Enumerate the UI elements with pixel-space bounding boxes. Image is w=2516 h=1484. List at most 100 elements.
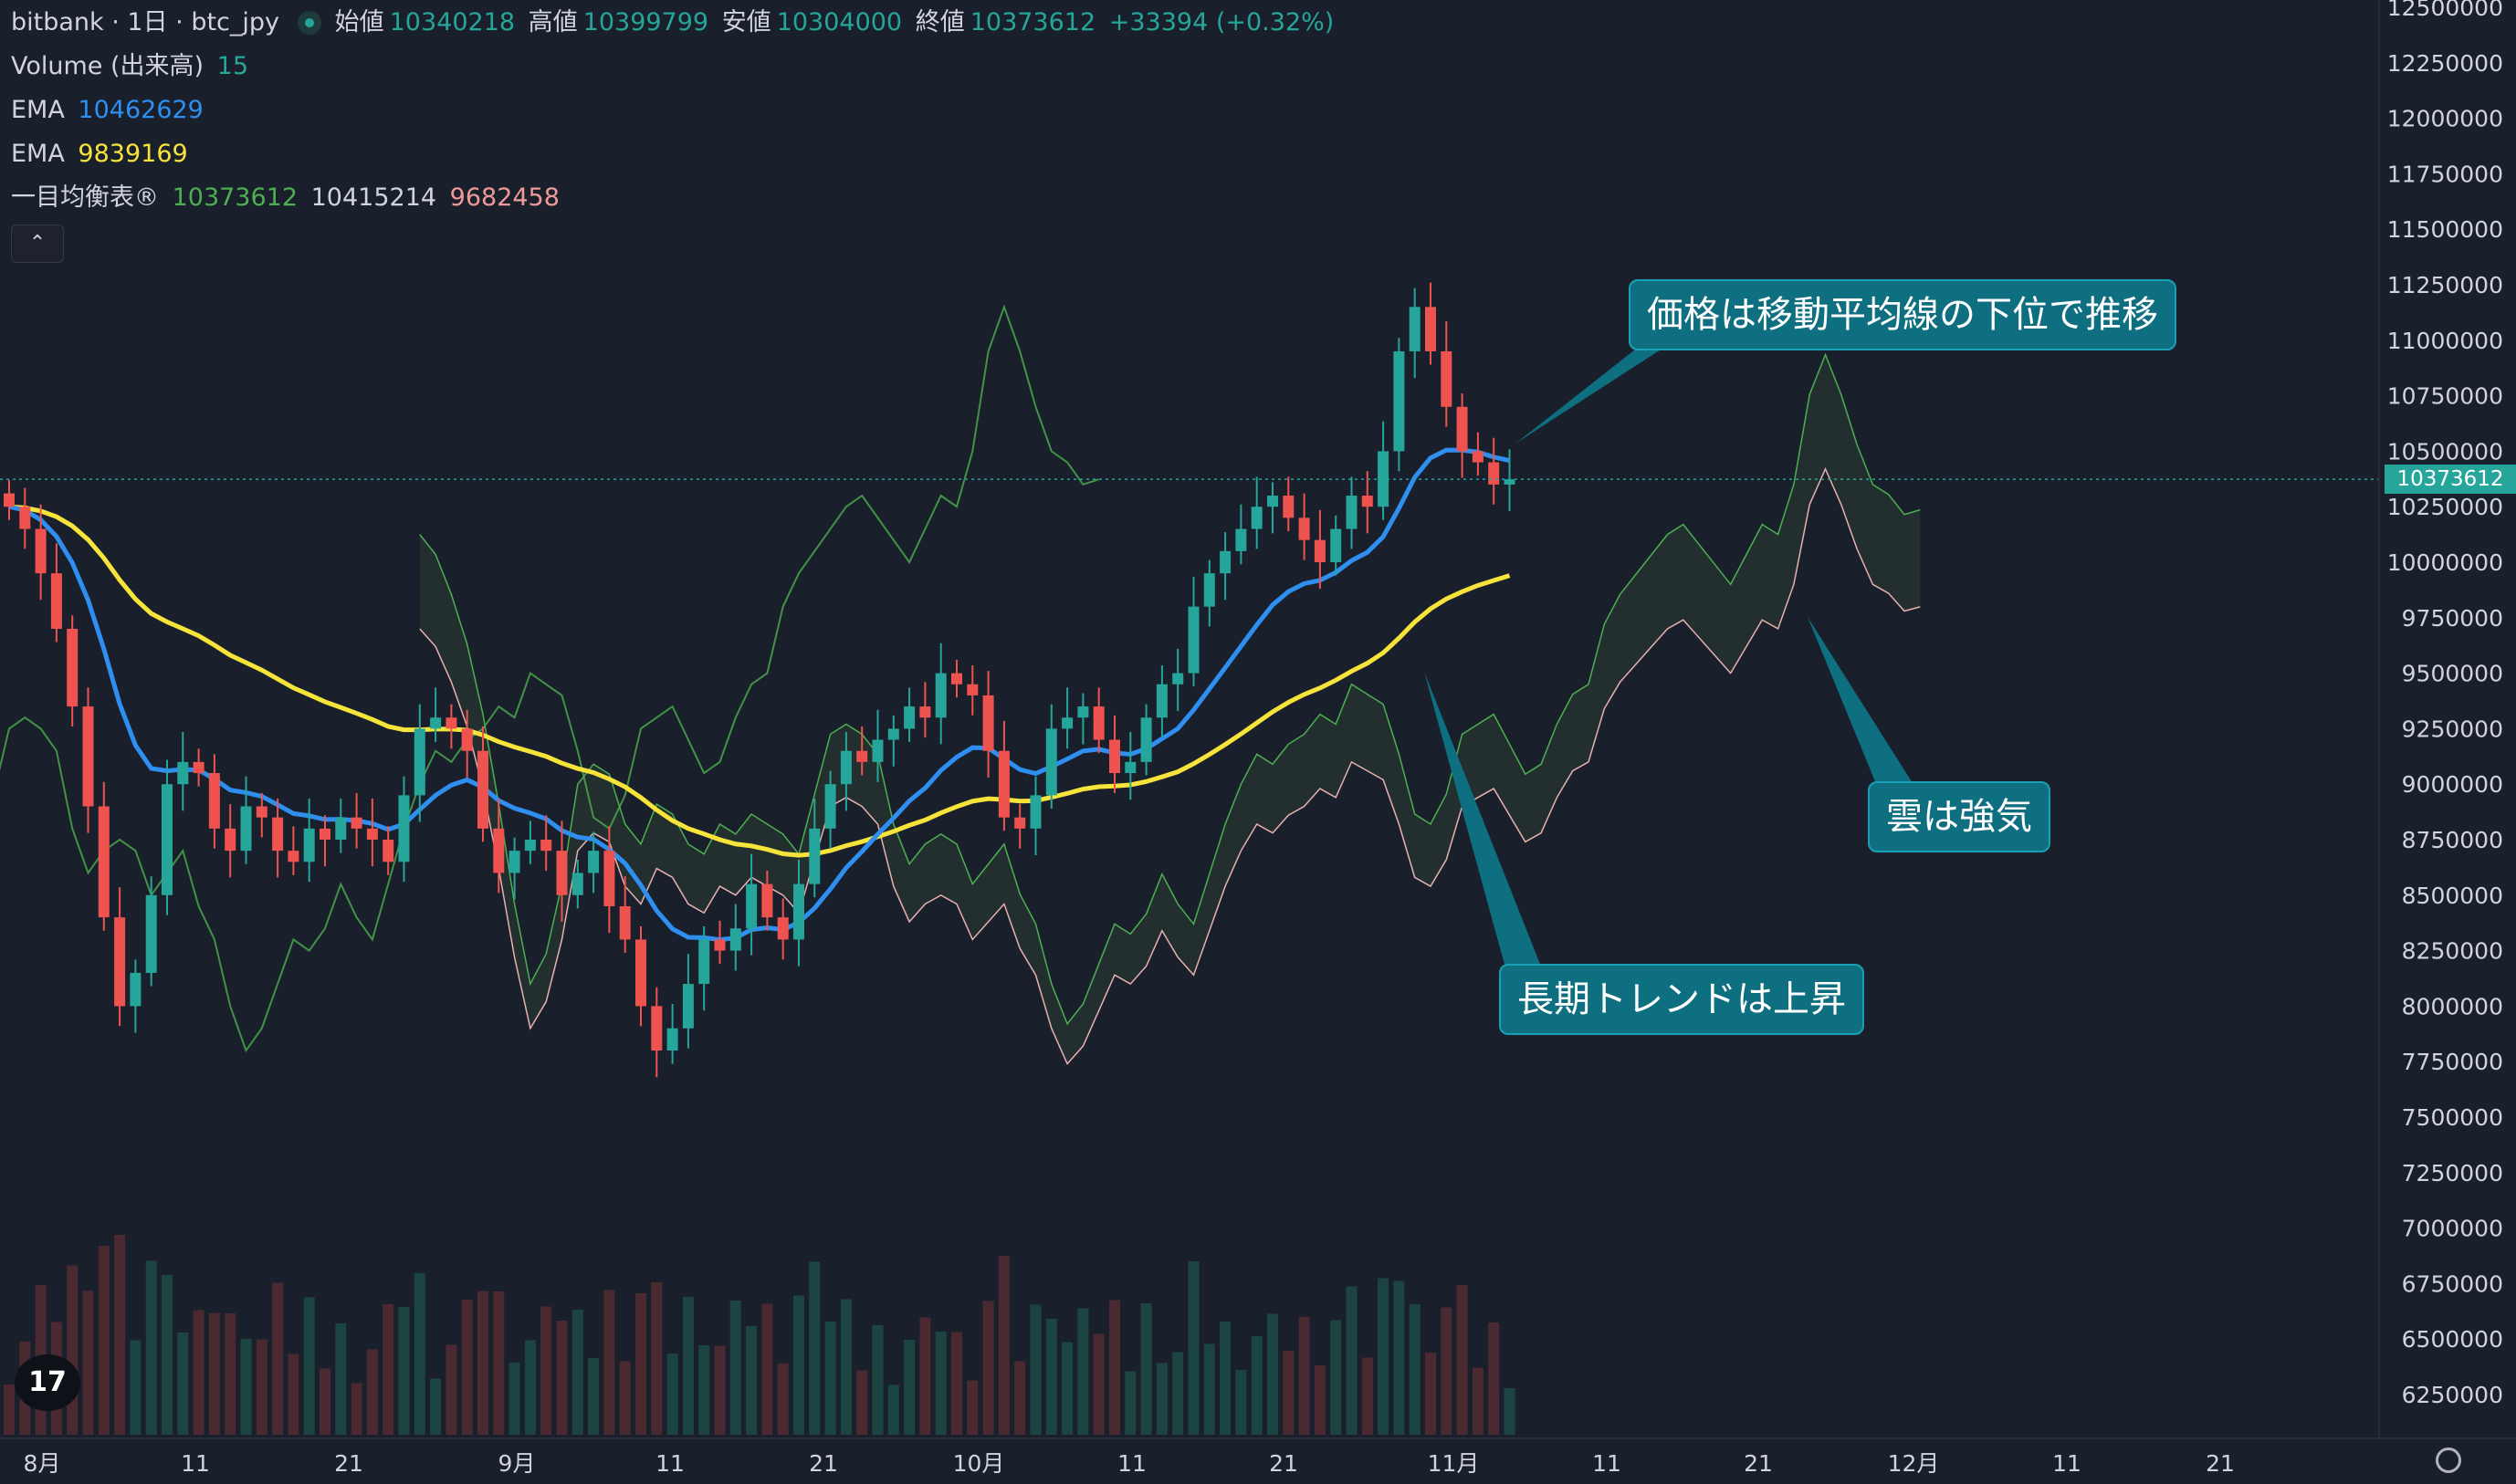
callout-pointer-price: [1515, 343, 1671, 444]
candle-body: [666, 1028, 678, 1051]
volume-bar: [1456, 1285, 1468, 1435]
volume-bar: [1030, 1304, 1042, 1435]
x-tick-label: 21: [1269, 1450, 1298, 1477]
candle-body: [1203, 573, 1215, 607]
market-status-icon: [298, 11, 322, 35]
x-tick-label: 11: [655, 1450, 685, 1477]
volume-bar: [746, 1326, 758, 1435]
ichimoku-value-3: 9682458: [449, 183, 560, 212]
volume-bar: [1504, 1388, 1515, 1435]
candle-body: [603, 851, 615, 906]
open-label: 始値: [334, 8, 384, 37]
symbol-title[interactable]: bitbank · 1日 · btc_jpy: [11, 8, 280, 37]
y-tick-label: 10500000: [2387, 438, 2503, 465]
volume-bar: [335, 1323, 347, 1435]
gear-icon[interactable]: [2436, 1447, 2461, 1473]
volume-bar: [682, 1297, 694, 1435]
volume-bar: [4, 1385, 15, 1435]
candle-body: [793, 883, 804, 940]
candle-body: [682, 984, 694, 1029]
candle-body: [366, 828, 378, 840]
y-tick-label: 12000000: [2387, 106, 2503, 132]
y-tick-label: 11250000: [2387, 272, 2503, 298]
x-tick-label: 12月: [1888, 1450, 1940, 1477]
candle-body: [588, 851, 600, 873]
candle-body: [1030, 795, 1042, 829]
volume-bar: [398, 1307, 410, 1435]
volume-bar: [951, 1332, 962, 1435]
volume-bar: [366, 1349, 378, 1435]
candle-body: [904, 706, 916, 729]
y-tick-label: 7250000: [2402, 1160, 2503, 1186]
candle-body: [1283, 496, 1295, 518]
volume-bar: [1251, 1336, 1263, 1435]
volume-bar: [430, 1378, 442, 1435]
ema-slow-legend[interactable]: EMA 9839169: [11, 139, 194, 170]
volume-bar: [303, 1297, 315, 1435]
volume-bar: [1409, 1304, 1420, 1435]
candle-body: [1330, 528, 1342, 562]
candle-body: [919, 706, 931, 718]
candle-body: [761, 883, 773, 918]
low-value: 10304000: [776, 8, 903, 37]
candle-body: [1188, 606, 1200, 674]
candle-body: [4, 493, 15, 507]
y-tick-label: 12250000: [2387, 50, 2503, 77]
volume-bar: [809, 1261, 821, 1435]
volume-value: 15: [216, 52, 249, 80]
candle-body: [1441, 350, 1452, 407]
chevron-up-icon[interactable]: ⌃: [11, 225, 64, 263]
candle-body: [114, 917, 126, 1007]
candle-body: [67, 628, 79, 707]
candle-body: [1267, 496, 1278, 507]
ichimoku-span-a: [419, 352, 1921, 1026]
y-tick-label: 6750000: [2402, 1270, 2503, 1297]
volume-bar: [571, 1310, 583, 1435]
volume-bar: [162, 1275, 173, 1435]
candle-body: [1220, 550, 1232, 574]
x-tick-label: 11: [1592, 1450, 1621, 1477]
volume-bar: [824, 1322, 836, 1435]
candle-body: [1140, 717, 1152, 762]
close-label: 終値: [915, 8, 965, 37]
y-tick-label: 10250000: [2387, 494, 2503, 520]
volume-bar: [982, 1301, 994, 1435]
candle-body: [398, 795, 410, 862]
candle-body: [82, 706, 94, 807]
candle-body: [1172, 673, 1184, 685]
candle-body: [635, 939, 646, 1007]
ichimoku-legend[interactable]: 一目均衡表® 10373612 10415214 9682458: [11, 183, 565, 214]
candle-body: [571, 873, 583, 895]
candle-body: [524, 840, 536, 852]
ema-fast-legend[interactable]: EMA 10462629: [11, 95, 209, 126]
candle-body: [19, 507, 31, 529]
candle-body: [1378, 451, 1389, 507]
candle-body: [288, 851, 299, 862]
y-tick-label: 10750000: [2387, 383, 2503, 410]
tradingview-logo[interactable]: 17: [15, 1354, 80, 1411]
volume-bar: [130, 1340, 142, 1435]
volume-bar: [1378, 1278, 1389, 1435]
volume-bar: [1393, 1280, 1405, 1435]
volume-bar: [761, 1303, 773, 1435]
ichimoku-span-b: [419, 467, 1921, 1065]
volume-bar: [872, 1325, 884, 1435]
candle-body: [1298, 517, 1310, 540]
volume-bar: [1156, 1363, 1168, 1435]
volume-legend[interactable]: Volume (出来高) 15: [11, 51, 254, 82]
candle-body: [824, 784, 836, 829]
volume-bar: [887, 1385, 899, 1435]
y-tick-label: 7750000: [2402, 1049, 2503, 1075]
volume-bar: [177, 1332, 189, 1435]
y-tick-label: 10000000: [2387, 549, 2503, 576]
candle-body: [1346, 496, 1358, 529]
y-tick-label: 6250000: [2402, 1382, 2503, 1408]
volume-bar: [1267, 1313, 1278, 1435]
volume-bar: [98, 1246, 110, 1435]
candle-body: [177, 761, 189, 785]
volume-bar: [256, 1339, 267, 1435]
candle-body: [887, 728, 899, 740]
candle-body: [729, 928, 741, 951]
volume-bar: [635, 1293, 646, 1435]
